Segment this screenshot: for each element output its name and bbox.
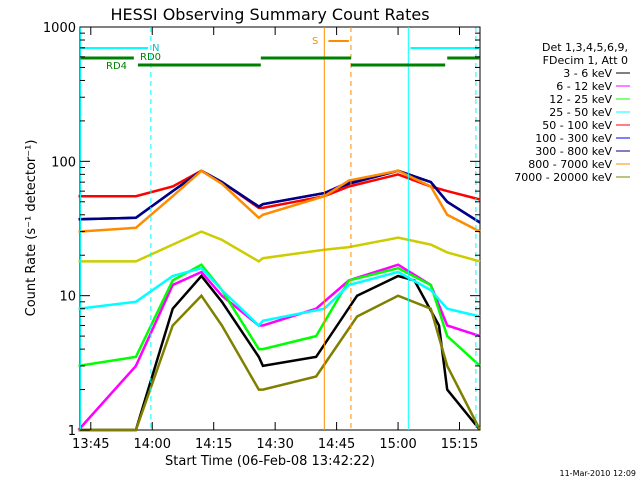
axis-layer: 13:45 14:00 14:15 14:30 14:45 15:00 15:15 1 10 10… [43, 21, 480, 452]
legend-label: 100 - 300 keV [535, 132, 612, 145]
x-tick-label: 14:45 [318, 437, 355, 452]
series-line [78, 266, 481, 328]
legend-header: FDecim 1, Att 0 [543, 54, 628, 67]
y-axis-label: Count Rate (s⁻¹ detector⁻¹) [24, 140, 39, 317]
annotation-label: RD4 [106, 61, 127, 72]
legend-label: 800 - 7000 keV [528, 158, 612, 171]
legend-label: 25 - 50 keV [549, 106, 612, 119]
series-layer [77, 169, 482, 432]
annotation-label: N [152, 43, 159, 54]
x-tick-label: 14:00 [134, 437, 171, 452]
x-tick-label: 15:00 [379, 437, 416, 452]
chart-title: HESSI Observing Summary Count Rates [110, 5, 429, 24]
legend-label: 6 - 12 keV [556, 80, 612, 93]
plot-frame [79, 26, 481, 431]
legend: Det 1,3,4,5,6,9,FDecim 1, Att 03 - 6 keV… [514, 41, 630, 184]
series-line [78, 230, 481, 263]
legend-header: Det 1,3,4,5,6,9, [542, 41, 628, 54]
legend-label: 50 - 100 keV [542, 119, 612, 132]
y-tick-label: 100 [51, 155, 76, 170]
legend-label: 300 - 800 keV [535, 145, 612, 158]
x-axis-label: Start Time (06-Feb-08 13:42:22) [165, 454, 375, 469]
footer-timestamp: 11-Mar-2010 12:09 [560, 469, 637, 478]
x-tick-label: 14:30 [256, 437, 293, 452]
series-line [78, 274, 481, 432]
x-tick-label: 13:45 [72, 437, 109, 452]
series-line [78, 263, 481, 368]
annotation-label: RD0 [140, 52, 161, 63]
legend-label: 12 - 25 keV [549, 93, 612, 106]
y-tick-label: 10 [59, 290, 76, 305]
legend-label: 3 - 6 keV [563, 67, 612, 80]
y-tick-label: 1000 [43, 21, 76, 36]
y-tick-label: 1 [68, 424, 76, 439]
x-tick-label: 15:15 [441, 437, 478, 452]
series-line [78, 293, 482, 432]
x-tick-label: 14:15 [195, 437, 232, 452]
series-line [78, 169, 481, 233]
annotation-label: S [312, 36, 318, 47]
series-line [78, 169, 481, 224]
legend-label: 7000 - 20000 keV [514, 171, 612, 184]
